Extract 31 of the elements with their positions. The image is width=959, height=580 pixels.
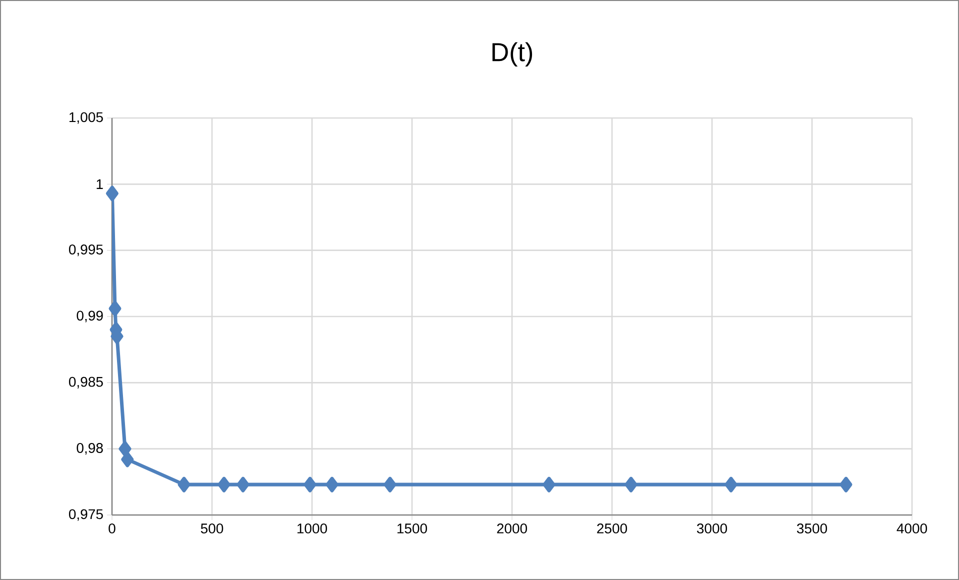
y-tick-label: 0,995 (68, 244, 103, 256)
point (218, 476, 230, 492)
point (326, 476, 338, 492)
point (106, 186, 118, 202)
point (304, 476, 316, 492)
y-tick-label: 0,98 (76, 443, 103, 455)
point (542, 476, 556, 492)
y-tick-label: 0,975 (68, 509, 103, 521)
x-tick-label: 3000 (696, 524, 728, 534)
x-tick-label: 1000 (297, 524, 328, 534)
x-tick-label: 2500 (597, 524, 628, 534)
x-tick-label: 3500 (796, 524, 828, 534)
point (108, 300, 122, 316)
point (624, 476, 638, 492)
y-tick-label: 0,99 (76, 310, 103, 322)
point (840, 476, 852, 492)
x-tick-label: 4000 (896, 524, 928, 534)
point (118, 441, 132, 457)
point (236, 476, 250, 492)
y-tick-label: 0,985 (68, 376, 103, 388)
y-tick-label: 1,005 (70, 112, 103, 124)
y-tick-label: 1 (96, 179, 103, 189)
chart-title: D(t) (492, 42, 532, 67)
x-tick-label: 2000 (497, 524, 528, 534)
x-tick-label: 1500 (397, 524, 428, 534)
point (384, 476, 396, 492)
x-tick-label: 0 (108, 524, 116, 534)
x-tick-label: 500 (200, 524, 224, 534)
point (178, 476, 190, 492)
point (121, 452, 134, 468)
point (724, 476, 738, 492)
